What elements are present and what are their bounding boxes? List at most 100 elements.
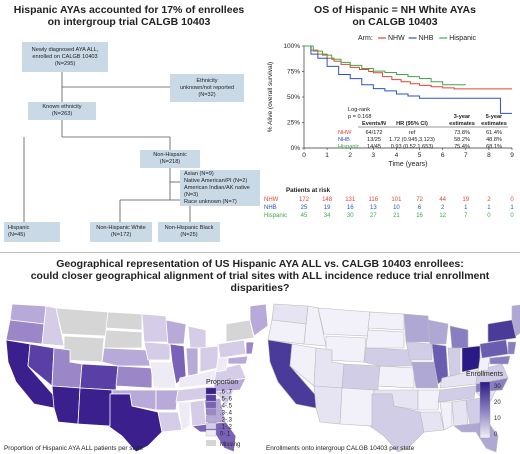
risk-value: 16 — [416, 213, 423, 219]
legend-proportion-title: Proportion — [206, 379, 238, 386]
risk-value: 27 — [370, 213, 377, 219]
logrank-label: Log-rank — [348, 107, 370, 113]
state-or — [5, 319, 45, 345]
legend-arm-label: Arm: — [358, 35, 373, 42]
risk-value: 19 — [462, 197, 469, 203]
table-cell: 64/172 — [365, 130, 382, 136]
state-mi — [187, 325, 207, 349]
table-cell: 0.93 (0.52,1.653) — [391, 144, 434, 150]
legend-enrollments-bar — [479, 381, 491, 439]
risk-value: 172 — [299, 197, 310, 203]
enr-ny — [487, 319, 517, 343]
km-curve-hispanic — [304, 45, 466, 86]
risk-value: 1 — [510, 205, 514, 211]
flowchart-title-line1: Hispanic AYAs accounted for 17% of enrol… — [13, 4, 245, 16]
legend-enrollments-tick: 10 — [494, 416, 501, 422]
km-title: OS of Hispanic = NH White AYAs on CALGB … — [270, 4, 520, 28]
enr-la — [419, 411, 445, 433]
legend-proportion-label: .1-.2 — [220, 425, 233, 431]
box-other-line4: Race unknown (N=7) — [184, 198, 237, 205]
table-cell: 13/25 — [367, 137, 381, 143]
risk-group: NHW — [264, 197, 279, 203]
logrank-pvalue: p = 0.168 — [348, 114, 371, 120]
enr-sd — [365, 329, 405, 349]
box-hispanic: Hispanic (N=45) — [4, 222, 60, 242]
box-nhb-line2: (N=25) — [180, 232, 198, 238]
box-nonhisp-line2: (N=218) — [159, 159, 181, 165]
state-ne — [101, 347, 151, 367]
table-cell: ref — [409, 130, 416, 136]
enr-mi — [449, 325, 469, 349]
state-ia — [143, 341, 171, 361]
box-enrolled-line2: enrolled on CALGB 10403 — [32, 53, 98, 60]
state-nj — [245, 341, 255, 355]
table-cell: 73.8% — [454, 130, 470, 136]
x-tick-label: 2 — [348, 152, 352, 159]
state-new-england — [249, 303, 269, 337]
risk-value: 2 — [487, 197, 491, 203]
enr-mn — [403, 313, 431, 343]
x-tick-label: 8 — [487, 152, 491, 159]
km-title-line2: on CALGB 10403 — [352, 16, 438, 28]
enr-new-england — [511, 304, 520, 337]
x-tick-label: 9 — [510, 152, 514, 159]
box-hispanic-line2: (N=45) — [8, 232, 26, 238]
legend-enrollments: Enrollments 30 20 10 0 — [466, 371, 503, 439]
x-tick-label: 5 — [418, 152, 422, 159]
legend-enrollments-tick: 30 — [494, 384, 501, 390]
state-mn — [141, 313, 169, 343]
enr-az — [313, 385, 343, 425]
enr-ia — [405, 341, 433, 361]
enr-in — [447, 347, 461, 377]
legend-proportion-swatch — [205, 387, 217, 395]
legend-label: NHW — [388, 35, 405, 42]
x-tick-label: 1 — [325, 152, 329, 159]
box-unknown-line3: (N=32) — [198, 91, 216, 98]
legend-missing-label: Missing — [220, 442, 240, 448]
risk-value: 45 — [301, 213, 308, 219]
risk-value: 0 — [510, 197, 514, 203]
x-tick-label: 4 — [395, 152, 399, 159]
box-known-line1: Known ethnicity — [42, 104, 82, 110]
box-nh-white: Non-Hispanic White (N=172) — [90, 222, 152, 242]
enr-co — [341, 363, 381, 391]
risk-title: Patients at risk — [286, 187, 331, 194]
enr-nj — [507, 341, 517, 355]
flowchart-title: Hispanic AYAs accounted for 17% of enrol… — [4, 4, 254, 28]
box-nh-black: Non-Hispanic Black (N=25) — [158, 222, 220, 242]
table-header: 5-year — [486, 114, 503, 120]
risk-value: 21 — [393, 213, 400, 219]
box-hispanic-line1: Hispanic — [8, 225, 30, 231]
risk-value: 44 — [439, 197, 446, 203]
state-nd — [105, 311, 143, 331]
state-sd — [103, 329, 143, 349]
enr-ks — [377, 365, 415, 389]
risk-value: 34 — [324, 213, 331, 219]
table-cell: 14/45 — [367, 144, 381, 150]
risk-value: 1 — [487, 205, 491, 211]
state-tx — [106, 393, 163, 453]
risk-group: Hispanic — [264, 213, 287, 219]
risk-value: 6 — [418, 205, 422, 211]
table-group: Hispanic — [338, 144, 360, 150]
enr-fl — [453, 421, 499, 453]
enr-nm — [339, 387, 375, 427]
enr-mt — [317, 307, 371, 337]
maps-title-line2: could closer geographical alignment of t… — [30, 270, 490, 294]
legend-proportion-label: .4-.5 — [220, 404, 233, 410]
enr-tx — [369, 393, 425, 453]
risk-value: 25 — [301, 205, 308, 211]
legend-proportion-swatch — [205, 394, 217, 402]
state-fl — [190, 421, 237, 453]
legend-missing-swatch — [206, 440, 216, 446]
state-al — [189, 399, 207, 427]
flowchart-title-line2: on intergroup trial CALGB 10403 — [47, 16, 211, 28]
y-tick-label: 25% — [287, 120, 300, 127]
legend-label: NHB — [419, 35, 434, 42]
enr-or — [267, 319, 307, 345]
box-nhb-line1: Non-Hispanic Black — [164, 225, 214, 231]
y-tick-label: 0% — [291, 145, 301, 152]
legend-enrollments-title: Enrollments — [466, 371, 503, 378]
table-header: 3-year — [454, 114, 471, 120]
y-tick-label: 50% — [287, 94, 300, 101]
